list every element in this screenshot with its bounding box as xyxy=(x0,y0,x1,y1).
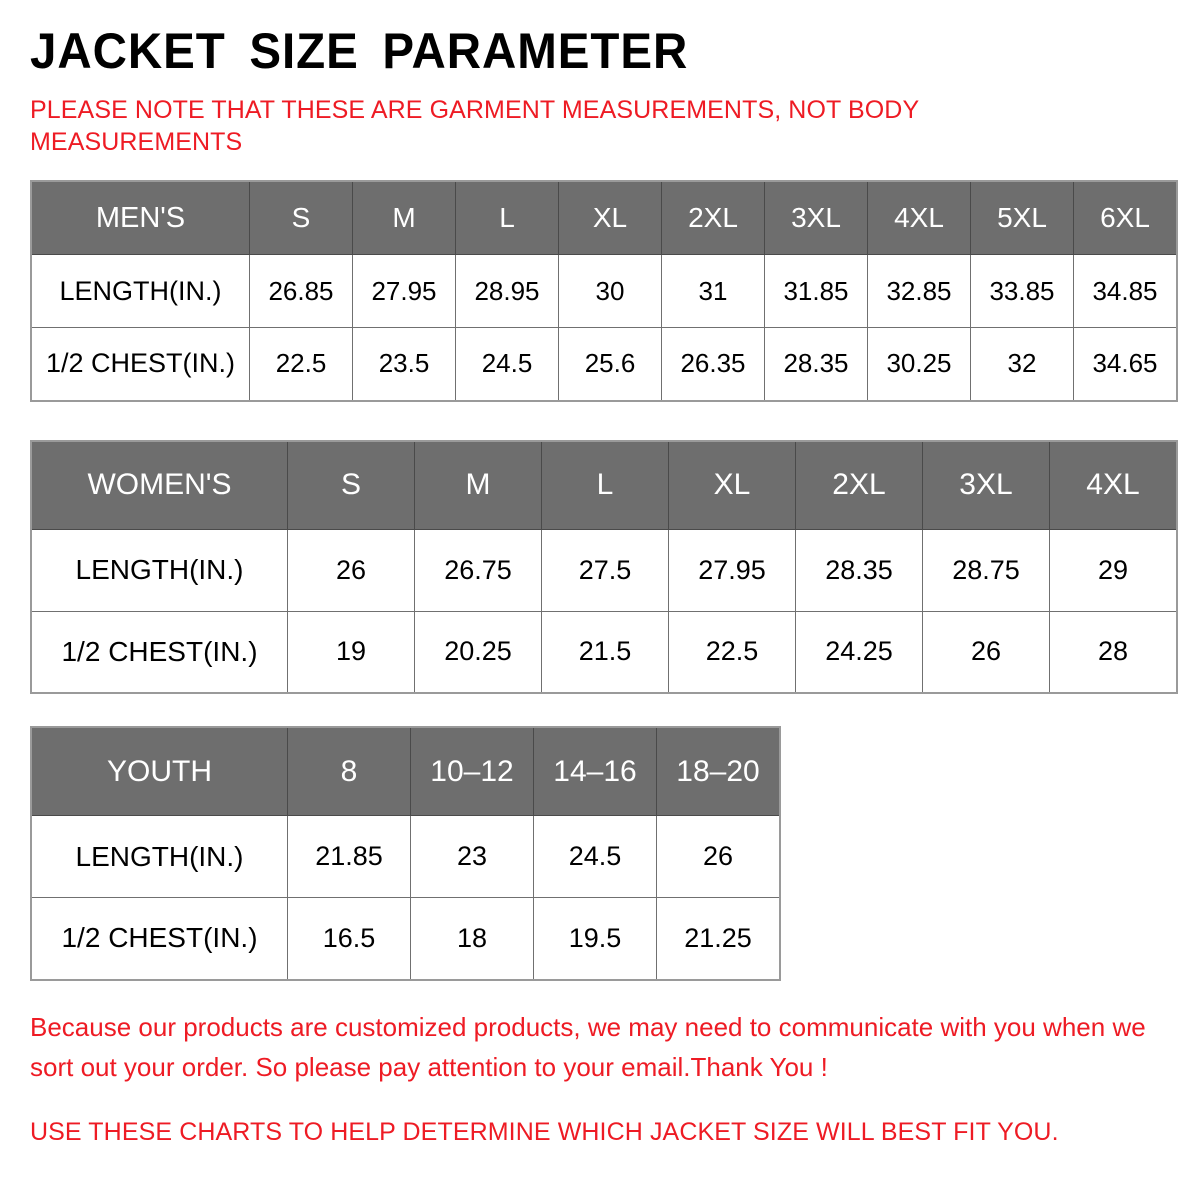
mens-chest-3xl: 28.35 xyxy=(764,327,868,401)
customized-products-note: Because our products are customized prod… xyxy=(30,1011,1146,1082)
mens-chest-5xl: 32 xyxy=(970,327,1074,401)
womens-table-body: LENGTH(IN.) 26 26.75 27.5 27.95 28.35 28… xyxy=(30,528,1178,694)
mens-length-xl: 30 xyxy=(558,254,662,328)
youth-length-14-16: 24.5 xyxy=(533,815,657,898)
womens-length-s: 26 xyxy=(287,528,415,612)
womens-chest-xl: 22.5 xyxy=(668,610,796,694)
womens-chest-l: 21.5 xyxy=(541,610,669,694)
youth-size-header-18-20: 18–20 xyxy=(656,726,781,816)
mens-chest-4xl: 30.25 xyxy=(867,327,971,401)
mens-size-header-xl: XL xyxy=(558,180,662,255)
womens-length-m: 26.75 xyxy=(414,528,542,612)
youth-chest-14-16: 19.5 xyxy=(533,897,657,980)
youth-chest-10-12: 18 xyxy=(410,897,534,980)
youth-chest-18-20: 21.25 xyxy=(656,897,781,980)
table-row: LENGTH(IN.) 26 26.75 27.5 27.95 28.35 28… xyxy=(30,528,1178,612)
womens-length-xl: 27.95 xyxy=(668,528,796,612)
mens-chest-label: 1/2 CHEST(IN.) xyxy=(30,327,250,401)
youth-length-18-20: 26 xyxy=(656,815,781,898)
youth-table-body: LENGTH(IN.) 21.85 23 24.5 26 1/2 CHEST(I… xyxy=(30,815,781,980)
womens-size-header-4xl: 4XL xyxy=(1049,440,1178,530)
youth-size-header-8: 8 xyxy=(287,726,411,816)
youth-size-header-14-16: 14–16 xyxy=(533,726,657,816)
mens-corner-label: MEN'S xyxy=(30,180,250,255)
footer: Because our products are customized prod… xyxy=(30,1007,1170,1152)
youth-length-8: 21.85 xyxy=(287,815,411,898)
mens-length-s: 26.85 xyxy=(249,254,353,328)
mens-table-head: MEN'S S M L XL 2XL 3XL 4XL 5XL 6XL xyxy=(30,180,1178,255)
mens-size-header-4xl: 4XL xyxy=(867,180,971,255)
table-row: 1/2 CHEST(IN.) 22.5 23.5 24.5 25.6 26.35… xyxy=(30,327,1178,401)
mens-size-header-l: L xyxy=(455,180,559,255)
mens-length-5xl: 33.85 xyxy=(970,254,1074,328)
youth-corner-label: YOUTH xyxy=(30,726,288,816)
youth-size-header-10-12: 10–12 xyxy=(410,726,534,816)
mens-length-2xl: 31 xyxy=(661,254,765,328)
womens-size-header-xl: XL xyxy=(668,440,796,530)
womens-header-row: WOMEN'S S M L XL 2XL 3XL 4XL xyxy=(30,440,1178,530)
mens-length-3xl: 31.85 xyxy=(764,254,868,328)
womens-size-header-2xl: 2XL xyxy=(795,440,923,530)
womens-chest-2xl: 24.25 xyxy=(795,610,923,694)
womens-table-head: WOMEN'S S M L XL 2XL 3XL 4XL xyxy=(30,440,1178,530)
womens-size-table: WOMEN'S S M L XL 2XL 3XL 4XL LENGTH(IN.)… xyxy=(30,439,1178,694)
mens-length-m: 27.95 xyxy=(352,254,456,328)
womens-size-header-s: S xyxy=(287,440,415,530)
womens-chest-3xl: 26 xyxy=(922,610,1050,694)
womens-chest-m: 20.25 xyxy=(414,610,542,694)
table-row: LENGTH(IN.) 21.85 23 24.5 26 xyxy=(30,815,781,898)
womens-length-3xl: 28.75 xyxy=(922,528,1050,612)
table-row: 1/2 CHEST(IN.) 16.5 18 19.5 21.25 xyxy=(30,897,781,980)
mens-table-body: LENGTH(IN.) 26.85 27.95 28.95 30 31 31.8… xyxy=(30,254,1178,401)
page-title: JACKET SIZE PARAMETER xyxy=(30,23,689,79)
womens-length-l: 27.5 xyxy=(541,528,669,612)
mens-length-4xl: 32.85 xyxy=(867,254,971,328)
womens-chest-s: 19 xyxy=(287,610,415,694)
womens-corner-label: WOMEN'S xyxy=(30,440,288,530)
garment-measurement-note: PLEASE NOTE THAT THESE ARE GARMENT MEASU… xyxy=(30,96,919,156)
womens-size-header-3xl: 3XL xyxy=(922,440,1050,530)
womens-size-header-l: L xyxy=(541,440,669,530)
womens-chest-4xl: 28 xyxy=(1049,610,1178,694)
table-row: 1/2 CHEST(IN.) 19 20.25 21.5 22.5 24.25 … xyxy=(30,610,1178,694)
mens-chest-2xl: 26.35 xyxy=(661,327,765,401)
youth-length-label: LENGTH(IN.) xyxy=(30,815,288,898)
womens-size-header-m: M xyxy=(414,440,542,530)
mens-length-label: LENGTH(IN.) xyxy=(30,254,250,328)
mens-size-header-2xl: 2XL xyxy=(661,180,765,255)
youth-chest-8: 16.5 xyxy=(287,897,411,980)
youth-length-10-12: 23 xyxy=(410,815,534,898)
mens-size-header-m: M xyxy=(352,180,456,255)
womens-length-label: LENGTH(IN.) xyxy=(30,528,288,612)
womens-length-4xl: 29 xyxy=(1049,528,1178,612)
mens-chest-6xl: 34.65 xyxy=(1073,327,1178,401)
mens-chest-l: 24.5 xyxy=(455,327,559,401)
youth-chest-label: 1/2 CHEST(IN.) xyxy=(30,897,288,980)
mens-size-header-s: S xyxy=(249,180,353,255)
mens-length-l: 28.95 xyxy=(455,254,559,328)
mens-chest-m: 23.5 xyxy=(352,327,456,401)
youth-size-table: YOUTH 8 10–12 14–16 18–20 LENGTH(IN.) 21… xyxy=(30,726,781,981)
mens-size-header-3xl: 3XL xyxy=(764,180,868,255)
mens-chest-s: 22.5 xyxy=(249,327,353,401)
mens-chest-xl: 25.6 xyxy=(558,327,662,401)
youth-header-row: YOUTH 8 10–12 14–16 18–20 xyxy=(30,726,781,816)
mens-length-6xl: 34.85 xyxy=(1073,254,1178,328)
mens-size-table: MEN'S S M L XL 2XL 3XL 4XL 5XL 6XL LENGT… xyxy=(30,180,1178,402)
use-charts-note: USE THESE CHARTS TO HELP DETERMINE WHICH… xyxy=(30,1118,1059,1147)
mens-size-header-6xl: 6XL xyxy=(1073,180,1178,255)
youth-table-head: YOUTH 8 10–12 14–16 18–20 xyxy=(30,726,781,816)
womens-chest-label: 1/2 CHEST(IN.) xyxy=(30,610,288,694)
womens-length-2xl: 28.35 xyxy=(795,528,923,612)
table-row: LENGTH(IN.) 26.85 27.95 28.95 30 31 31.8… xyxy=(30,254,1178,328)
mens-size-header-5xl: 5XL xyxy=(970,180,1074,255)
mens-header-row: MEN'S S M L XL 2XL 3XL 4XL 5XL 6XL xyxy=(30,180,1178,255)
